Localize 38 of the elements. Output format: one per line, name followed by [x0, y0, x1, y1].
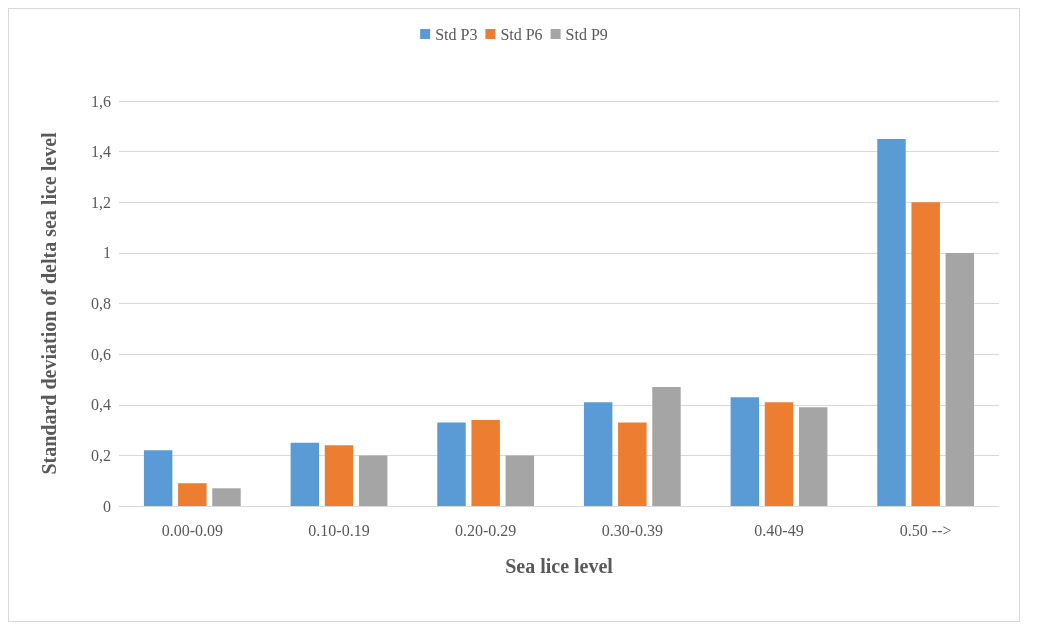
legend-label: Std P9: [565, 25, 608, 43]
x-tick-label: 0.10-0.19: [308, 521, 370, 539]
legend-label: Std P3: [435, 25, 478, 43]
bar: [178, 483, 207, 506]
bar: [798, 407, 828, 506]
y-tick-label: 0: [103, 497, 111, 515]
bar: [730, 397, 760, 506]
bar: [212, 488, 241, 506]
y-tick-label: 0,4: [91, 396, 111, 414]
bar: [143, 450, 173, 506]
bar: [877, 138, 906, 506]
bar: [764, 402, 794, 506]
x-axis-title: Sea lice level: [505, 555, 614, 577]
bar: [945, 252, 975, 506]
bar: [652, 387, 681, 506]
y-tick-label: 1,2: [91, 193, 111, 211]
y-tick-label: 1,6: [91, 92, 111, 110]
bar: [290, 442, 320, 506]
legend-label: Std P6: [500, 25, 543, 43]
bar: [911, 202, 940, 506]
bar: [583, 402, 613, 506]
bar: [471, 419, 500, 506]
x-tick-label: 0.30-0.39: [601, 521, 663, 539]
x-tick-label: 0.00-0.09: [161, 521, 223, 539]
y-tick-label: 0,6: [91, 345, 111, 363]
x-tick-label: 0.50 -->: [899, 521, 952, 539]
x-tick-label: 0.20-0.29: [455, 521, 517, 539]
bar: [618, 422, 647, 506]
bar: [358, 455, 388, 506]
x-tick-label: 0.40-49: [754, 521, 804, 539]
bar: [324, 445, 354, 506]
bar: [505, 455, 535, 506]
y-tick-label: 0,8: [91, 295, 111, 312]
y-axis-title: Standard deviation of delta sea lice level: [38, 131, 60, 475]
y-tick-label: 0,2: [91, 446, 111, 464]
y-tick-label: 1: [103, 244, 111, 262]
y-tick-label: 1,4: [91, 143, 111, 161]
bar: [437, 422, 466, 506]
